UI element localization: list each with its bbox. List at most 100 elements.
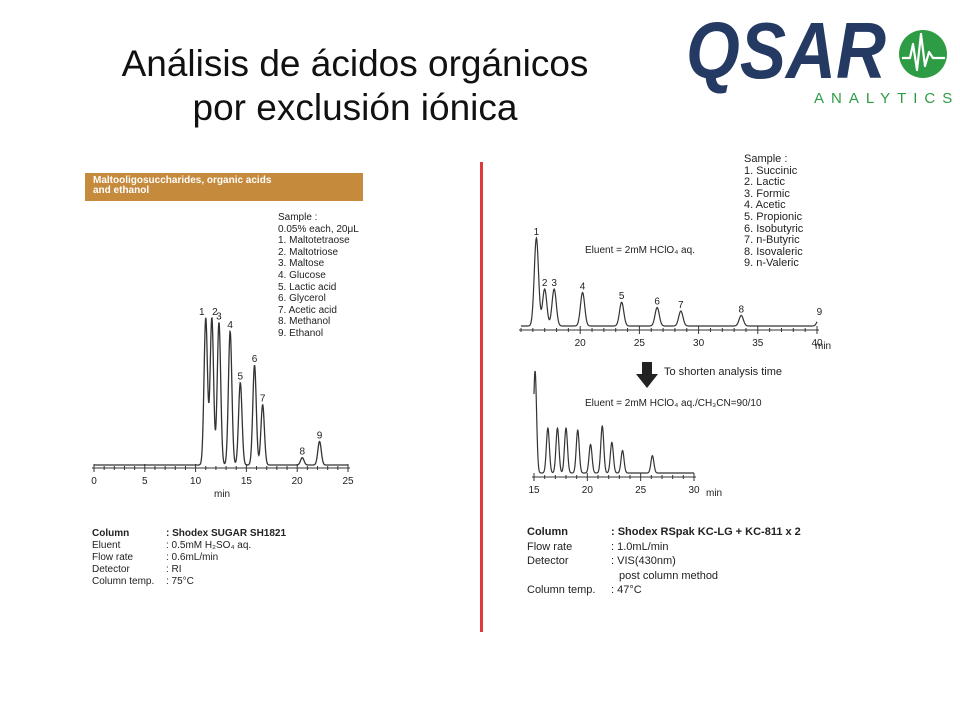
left-sample-3: 3. Maltose xyxy=(278,258,325,270)
left-sample-legend: Sample : 0.05% each, 20μL 1. Maltotetrao… xyxy=(278,212,359,340)
right-bottom-chromatogram: 15 20 25 30 min xyxy=(528,370,722,499)
peak-label-7: 7 xyxy=(678,300,684,311)
left-condition-row: Column temp. : 75°C xyxy=(92,576,290,588)
left-sample-header: Sample : xyxy=(278,212,318,223)
right-condition-row: Column : Shodex RSpak KC-LG + KC-811 x 2 xyxy=(527,525,805,540)
peak-label-6: 6 xyxy=(654,297,660,308)
peak-label-3: 3 xyxy=(216,311,222,322)
peak-label-3: 3 xyxy=(551,278,557,289)
chromatogram-trace xyxy=(521,236,818,327)
x-axis-label: min xyxy=(706,488,722,499)
condition-value: : Shodex RSpak KC-LG + KC-811 x 2 xyxy=(611,526,801,538)
shorten-caption: To shorten analysis time xyxy=(664,366,782,378)
condition-label: Flow rate xyxy=(92,552,134,563)
x-tick-label: 0 xyxy=(91,476,97,487)
right-eluent-top: Eluent = 2mM HClO₄ aq. xyxy=(585,245,695,256)
x-tick-label: 30 xyxy=(688,485,700,496)
title-line-1: Análisis de ácidos orgánicos xyxy=(121,43,589,84)
title-line-2: por exclusión iónica xyxy=(192,87,518,128)
right-sample-5: 5. Propionic xyxy=(744,210,803,223)
x-tick-label: 15 xyxy=(528,485,540,496)
condition-label: Eluent xyxy=(92,540,121,551)
x-tick-label: 35 xyxy=(752,338,764,349)
left-sample-2: 2. Maltotriose xyxy=(278,246,339,258)
peak-label-8: 8 xyxy=(738,304,744,315)
x-tick-label: 30 xyxy=(693,338,705,349)
peak-label-6: 6 xyxy=(252,354,258,365)
right-condition-row: post column method xyxy=(527,569,805,584)
right-sample-1: 1. Succinic xyxy=(744,164,798,177)
x-tick-label: 25 xyxy=(635,485,647,496)
condition-value: post column method xyxy=(619,569,719,582)
peak-label-4: 4 xyxy=(227,320,233,331)
right-sample-4: 4. Acetic xyxy=(744,199,786,212)
condition-value: : 1.0mL/min xyxy=(611,540,669,553)
right-condition-row: Detector : VIS(430nm) xyxy=(527,554,805,569)
x-tick-label: 25 xyxy=(634,338,646,349)
peak-label-1: 1 xyxy=(534,227,540,238)
condition-label: Column xyxy=(92,528,130,539)
condition-value: : RI xyxy=(166,564,182,575)
left-band-title: Maltooligosuccharides, organic acids and… xyxy=(85,173,363,201)
right-sample-legend: Sample : 1. Succinic 2. Lactic 3. Formic… xyxy=(744,153,804,270)
right-sample-8: 8. Isovaleric xyxy=(744,245,803,258)
peak-label-5: 5 xyxy=(619,291,625,302)
right-condition-row: Column temp. : 47°C xyxy=(527,583,805,598)
x-tick-label: 20 xyxy=(292,476,304,487)
left-condition-row: Detector : RI xyxy=(92,564,290,576)
right-sample-2: 2. Lactic xyxy=(744,176,785,189)
condition-value: : 75°C xyxy=(166,576,194,587)
right-condition-row: Flow rate: 1.0mL/min xyxy=(527,540,805,555)
left-conditions-table: Column : Shodex SUGAR SH1821 Eluent : 0.5m… xyxy=(92,528,290,588)
logo-brand-text: QSAR xyxy=(686,6,886,95)
x-tick-label: 5 xyxy=(142,476,148,487)
condition-label: Column temp. xyxy=(527,584,596,596)
peak-label-7: 7 xyxy=(260,394,266,405)
x-tick-label: 25 xyxy=(342,476,354,487)
condition-value: : Shodex SUGAR SH1821 xyxy=(166,528,287,539)
condition-label: Column temp. xyxy=(92,576,155,587)
logo-tagline: ANALYTICS xyxy=(814,90,954,107)
peak-label-5: 5 xyxy=(238,372,244,383)
condition-value: : VIS(430nm) xyxy=(611,555,676,567)
left-sample-1: 1. Maltotetraose xyxy=(278,235,350,247)
left-band-text: Maltooligosuccharides, organic acids and… xyxy=(93,175,272,196)
condition-label: Detector xyxy=(92,564,130,575)
right-sample-7: 7. n-Butyric xyxy=(744,234,800,247)
left-sample-7: 7. Acetic acid xyxy=(278,304,337,316)
condition-value: : 0.5mM H₂SO₄ aq. xyxy=(166,540,252,551)
right-sample-3: 3. Formic xyxy=(744,187,790,200)
down-arrow-icon xyxy=(636,362,658,388)
x-axis-label: min xyxy=(214,489,230,500)
left-sample-5: 5. Lactic acid xyxy=(278,281,337,293)
peak-label-9: 9 xyxy=(317,430,323,441)
logo-signal-icon xyxy=(902,32,945,72)
left-sample-4: 4. Glucose xyxy=(278,269,326,281)
left-sample-8: 8. Methanol xyxy=(278,316,331,328)
x-tick-label: 40 xyxy=(811,338,823,349)
left-condition-row: Column : Shodex SUGAR SH1821 xyxy=(92,528,290,540)
x-tick-label: 20 xyxy=(582,485,594,496)
right-sample-header: Sample : xyxy=(744,153,788,165)
left-sample-9: 9. Ethanol xyxy=(278,327,324,339)
peak-label-2: 2 xyxy=(542,278,548,289)
slide-title: Análisis de ácidos orgánicos por exclusi… xyxy=(40,42,670,130)
condition-value: : 47°C xyxy=(611,584,642,596)
qsar-logo: QSAR ANALYTICS xyxy=(686,6,954,107)
peak-label-4: 4 xyxy=(580,282,586,293)
condition-label xyxy=(527,569,611,584)
condition-label: Column xyxy=(527,526,568,538)
right-eluent-bottom: Eluent = 2mM HClO₄ aq./CH₃CN=90/10 xyxy=(585,398,762,409)
peak-label-1: 1 xyxy=(199,307,205,318)
left-sample-conc: 0.05% each, 20μL xyxy=(278,223,359,235)
right-conditions-table: Column: Shodex RSpak KC-LG + KC-811 x 2 … xyxy=(527,525,805,598)
left-sample-6: 6. Glycerol xyxy=(278,293,326,305)
left-condition-row: Eluent : 0.5mM H₂SO₄ aq. xyxy=(92,540,290,552)
right-sample-6: 6. Isobutyric xyxy=(744,222,804,235)
condition-label: Detector xyxy=(527,555,569,567)
x-tick-label: 10 xyxy=(190,476,202,487)
chromatogram-trace xyxy=(533,370,694,474)
peak-label-8: 8 xyxy=(299,447,305,458)
